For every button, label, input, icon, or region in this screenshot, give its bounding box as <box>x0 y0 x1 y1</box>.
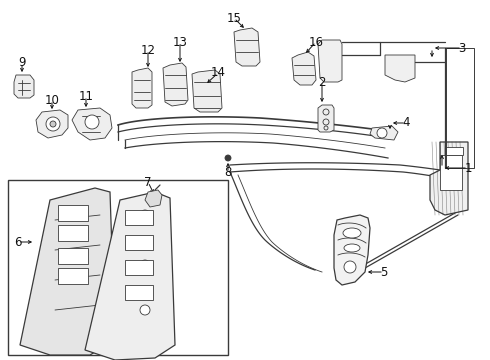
Ellipse shape <box>344 244 360 252</box>
Circle shape <box>344 261 356 273</box>
Text: 16: 16 <box>309 36 323 49</box>
Circle shape <box>225 155 231 161</box>
Bar <box>58 205 88 221</box>
Bar <box>58 225 88 241</box>
Text: 12: 12 <box>141 44 155 57</box>
Polygon shape <box>72 108 112 140</box>
Bar <box>445 147 463 155</box>
Polygon shape <box>318 105 334 132</box>
Polygon shape <box>370 126 398 140</box>
Text: 2: 2 <box>318 76 326 89</box>
Text: 13: 13 <box>172 36 188 49</box>
Polygon shape <box>385 55 415 82</box>
Text: 11: 11 <box>78 90 94 103</box>
Text: 6: 6 <box>14 235 22 248</box>
Polygon shape <box>163 63 188 106</box>
Bar <box>125 260 153 275</box>
Text: 7: 7 <box>144 175 152 189</box>
Circle shape <box>140 305 150 315</box>
Text: 5: 5 <box>380 266 388 279</box>
Text: 10: 10 <box>45 94 59 107</box>
Circle shape <box>85 115 99 129</box>
Polygon shape <box>292 52 316 85</box>
Polygon shape <box>14 75 34 98</box>
Text: 15: 15 <box>226 12 242 24</box>
Polygon shape <box>192 70 222 112</box>
Polygon shape <box>85 192 175 360</box>
Polygon shape <box>334 215 370 285</box>
Bar <box>125 285 153 300</box>
Text: 8: 8 <box>224 166 232 180</box>
Ellipse shape <box>343 228 361 238</box>
Circle shape <box>377 128 387 138</box>
Bar <box>125 210 153 225</box>
Bar <box>125 235 153 250</box>
Bar <box>446 48 474 168</box>
Circle shape <box>46 117 60 131</box>
Circle shape <box>140 260 150 270</box>
Bar <box>58 248 88 264</box>
Circle shape <box>50 121 56 127</box>
Text: 4: 4 <box>402 117 410 130</box>
Text: 1: 1 <box>464 162 472 175</box>
Bar <box>440 155 462 190</box>
Polygon shape <box>36 110 68 138</box>
Polygon shape <box>20 188 115 355</box>
Polygon shape <box>132 68 152 108</box>
Text: 3: 3 <box>458 41 466 54</box>
Text: 14: 14 <box>211 67 225 80</box>
Bar <box>8 180 228 355</box>
Polygon shape <box>234 28 260 66</box>
Circle shape <box>140 210 150 220</box>
Polygon shape <box>145 190 162 207</box>
Polygon shape <box>318 40 342 82</box>
Polygon shape <box>430 142 468 215</box>
Text: 9: 9 <box>18 57 26 69</box>
Bar <box>58 268 88 284</box>
